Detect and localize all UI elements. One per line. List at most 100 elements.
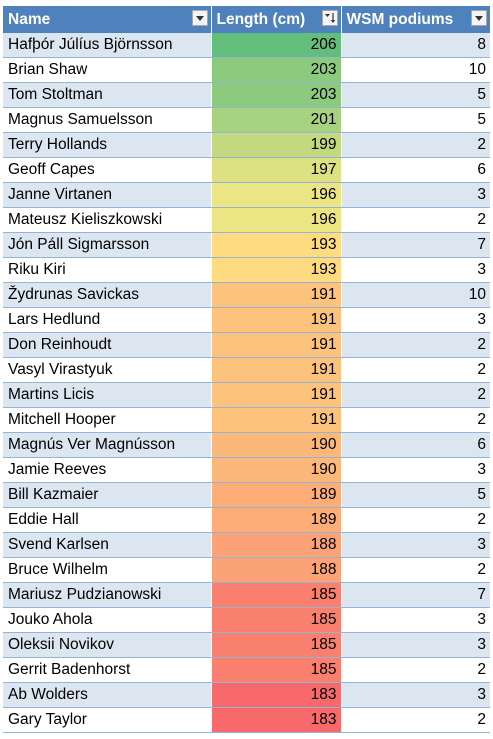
table-row: Terry Hollands 199 2 bbox=[3, 132, 490, 158]
length-cell[interactable]: 188 bbox=[210, 557, 341, 583]
length-cell[interactable]: 193 bbox=[210, 232, 341, 258]
length-cell[interactable]: 190 bbox=[210, 457, 341, 483]
length-cell[interactable]: 197 bbox=[210, 157, 341, 183]
name-cell[interactable]: Jón Páll Sigmarsson bbox=[3, 232, 211, 258]
length-cell[interactable]: 185 bbox=[210, 607, 341, 633]
podiums-cell[interactable]: 6 bbox=[340, 157, 490, 183]
length-cell[interactable]: 203 bbox=[210, 57, 341, 83]
name-cell[interactable]: Lars Hedlund bbox=[3, 307, 211, 333]
length-cell[interactable]: 185 bbox=[210, 632, 341, 658]
podiums-cell[interactable]: 3 bbox=[340, 607, 490, 633]
length-filter-button[interactable] bbox=[321, 10, 338, 26]
podiums-cell[interactable]: 3 bbox=[340, 532, 490, 558]
name-cell[interactable]: Martins Licis bbox=[3, 382, 211, 408]
name-cell[interactable]: Bill Kazmaier bbox=[3, 482, 211, 508]
podiums-cell[interactable]: 7 bbox=[340, 582, 490, 608]
length-cell[interactable]: 191 bbox=[210, 357, 341, 383]
podiums-cell[interactable]: 2 bbox=[340, 357, 490, 383]
podiums-cell[interactable]: 10 bbox=[340, 282, 490, 308]
name-cell[interactable]: Žydrunas Savickas bbox=[3, 282, 211, 308]
length-cell[interactable]: 203 bbox=[210, 82, 341, 108]
header-name-label: Name bbox=[8, 10, 51, 28]
table-row: Geoff Capes 197 6 bbox=[3, 157, 490, 183]
name-cell[interactable]: Riku Kiri bbox=[3, 257, 211, 283]
name-cell[interactable]: Oleksii Novikov bbox=[3, 632, 211, 658]
name-cell[interactable]: Janne Virtanen bbox=[3, 182, 211, 208]
length-cell[interactable]: 189 bbox=[210, 482, 341, 508]
header-podiums-label: WSM podiums bbox=[346, 10, 454, 28]
podiums-cell[interactable]: 2 bbox=[340, 707, 490, 733]
length-cell[interactable]: 189 bbox=[210, 507, 341, 533]
length-cell[interactable]: 196 bbox=[210, 182, 341, 208]
podiums-cell[interactable]: 3 bbox=[340, 457, 490, 483]
table-row: Martins Licis 191 2 bbox=[3, 382, 490, 408]
length-cell[interactable]: 183 bbox=[210, 707, 341, 733]
podiums-cell[interactable]: 2 bbox=[340, 557, 490, 583]
name-cell[interactable]: Bruce Wilhelm bbox=[3, 557, 211, 583]
length-cell[interactable]: 191 bbox=[210, 407, 341, 433]
table-row: Lars Hedlund 191 3 bbox=[3, 307, 490, 333]
length-cell[interactable]: 191 bbox=[210, 307, 341, 333]
podiums-cell[interactable]: 5 bbox=[340, 107, 490, 133]
podiums-cell[interactable]: 10 bbox=[340, 57, 490, 83]
length-cell[interactable]: 191 bbox=[210, 282, 341, 308]
name-cell[interactable]: Tom Stoltman bbox=[3, 82, 211, 108]
podiums-cell[interactable]: 7 bbox=[340, 232, 490, 258]
name-cell[interactable]: Eddie Hall bbox=[3, 507, 211, 533]
name-cell[interactable]: Hafþór Júlíus Björnsson bbox=[3, 33, 211, 58]
name-cell[interactable]: Jouko Ahola bbox=[3, 607, 211, 633]
length-cell[interactable]: 199 bbox=[210, 132, 341, 158]
length-cell[interactable]: 185 bbox=[210, 582, 341, 608]
length-cell[interactable]: 191 bbox=[210, 332, 341, 358]
podiums-filter-button[interactable] bbox=[471, 10, 487, 26]
length-cell[interactable]: 193 bbox=[210, 257, 341, 283]
podiums-cell[interactable]: 2 bbox=[340, 332, 490, 358]
name-cell[interactable]: Brian Shaw bbox=[3, 57, 211, 83]
name-cell[interactable]: Vasyl Virastyuk bbox=[3, 357, 211, 383]
name-cell[interactable]: Magnus Samuelsson bbox=[3, 107, 211, 133]
podiums-cell[interactable]: 3 bbox=[340, 257, 490, 283]
name-filter-button[interactable] bbox=[191, 10, 208, 26]
name-cell[interactable]: Jamie Reeves bbox=[3, 457, 211, 483]
podiums-cell[interactable]: 2 bbox=[340, 382, 490, 408]
name-cell[interactable]: Don Reinhoudt bbox=[3, 332, 211, 358]
name-cell[interactable]: Mitchell Hooper bbox=[3, 407, 211, 433]
length-cell[interactable]: 196 bbox=[210, 207, 341, 233]
name-cell[interactable]: Gary Taylor bbox=[3, 707, 211, 733]
podiums-cell[interactable]: 6 bbox=[340, 432, 490, 458]
length-cell[interactable]: 206 bbox=[210, 33, 341, 58]
name-cell[interactable]: Ab Wolders bbox=[3, 682, 211, 708]
podiums-cell[interactable]: 3 bbox=[340, 682, 490, 708]
podiums-cell[interactable]: 3 bbox=[340, 307, 490, 333]
length-cell[interactable]: 185 bbox=[210, 657, 341, 683]
podiums-cell[interactable]: 5 bbox=[340, 82, 490, 108]
table-row: Hafþór Júlíus Björnsson 206 8 bbox=[3, 33, 490, 58]
name-cell[interactable]: Mateusz Kieliszkowski bbox=[3, 207, 211, 233]
podiums-cell[interactable]: 2 bbox=[340, 132, 490, 158]
table-row: Oleksii Novikov 185 3 bbox=[3, 632, 490, 658]
name-cell[interactable]: Terry Hollands bbox=[3, 132, 211, 158]
length-cell[interactable]: 190 bbox=[210, 432, 341, 458]
length-cell[interactable]: 183 bbox=[210, 682, 341, 708]
podiums-cell[interactable]: 8 bbox=[340, 33, 490, 58]
dropdown-arrow-icon bbox=[475, 15, 483, 21]
podiums-cell[interactable]: 2 bbox=[340, 507, 490, 533]
podiums-cell[interactable]: 3 bbox=[340, 182, 490, 208]
name-cell[interactable]: Gerrit Badenhorst bbox=[3, 657, 211, 683]
podiums-cell[interactable]: 2 bbox=[340, 657, 490, 683]
podiums-cell[interactable]: 2 bbox=[340, 207, 490, 233]
length-cell[interactable]: 188 bbox=[210, 532, 341, 558]
name-cell[interactable]: Mariusz Pudzianowski bbox=[3, 582, 211, 608]
name-cell[interactable]: Geoff Capes bbox=[3, 157, 211, 183]
header-length-label: Length (cm) bbox=[216, 10, 306, 28]
podiums-cell[interactable]: 2 bbox=[340, 407, 490, 433]
length-cell[interactable]: 191 bbox=[210, 382, 341, 408]
header-length: Length (cm) bbox=[211, 6, 342, 33]
name-cell[interactable]: Svend Karlsen bbox=[3, 532, 211, 558]
podiums-cell[interactable]: 3 bbox=[340, 632, 490, 658]
podiums-cell[interactable]: 5 bbox=[340, 482, 490, 508]
name-cell[interactable]: Magnús Ver Magnússon bbox=[3, 432, 211, 458]
table-row: Brian Shaw 203 10 bbox=[3, 57, 490, 83]
table-row: Magnús Ver Magnússon 190 6 bbox=[3, 432, 490, 458]
length-cell[interactable]: 201 bbox=[210, 107, 341, 133]
